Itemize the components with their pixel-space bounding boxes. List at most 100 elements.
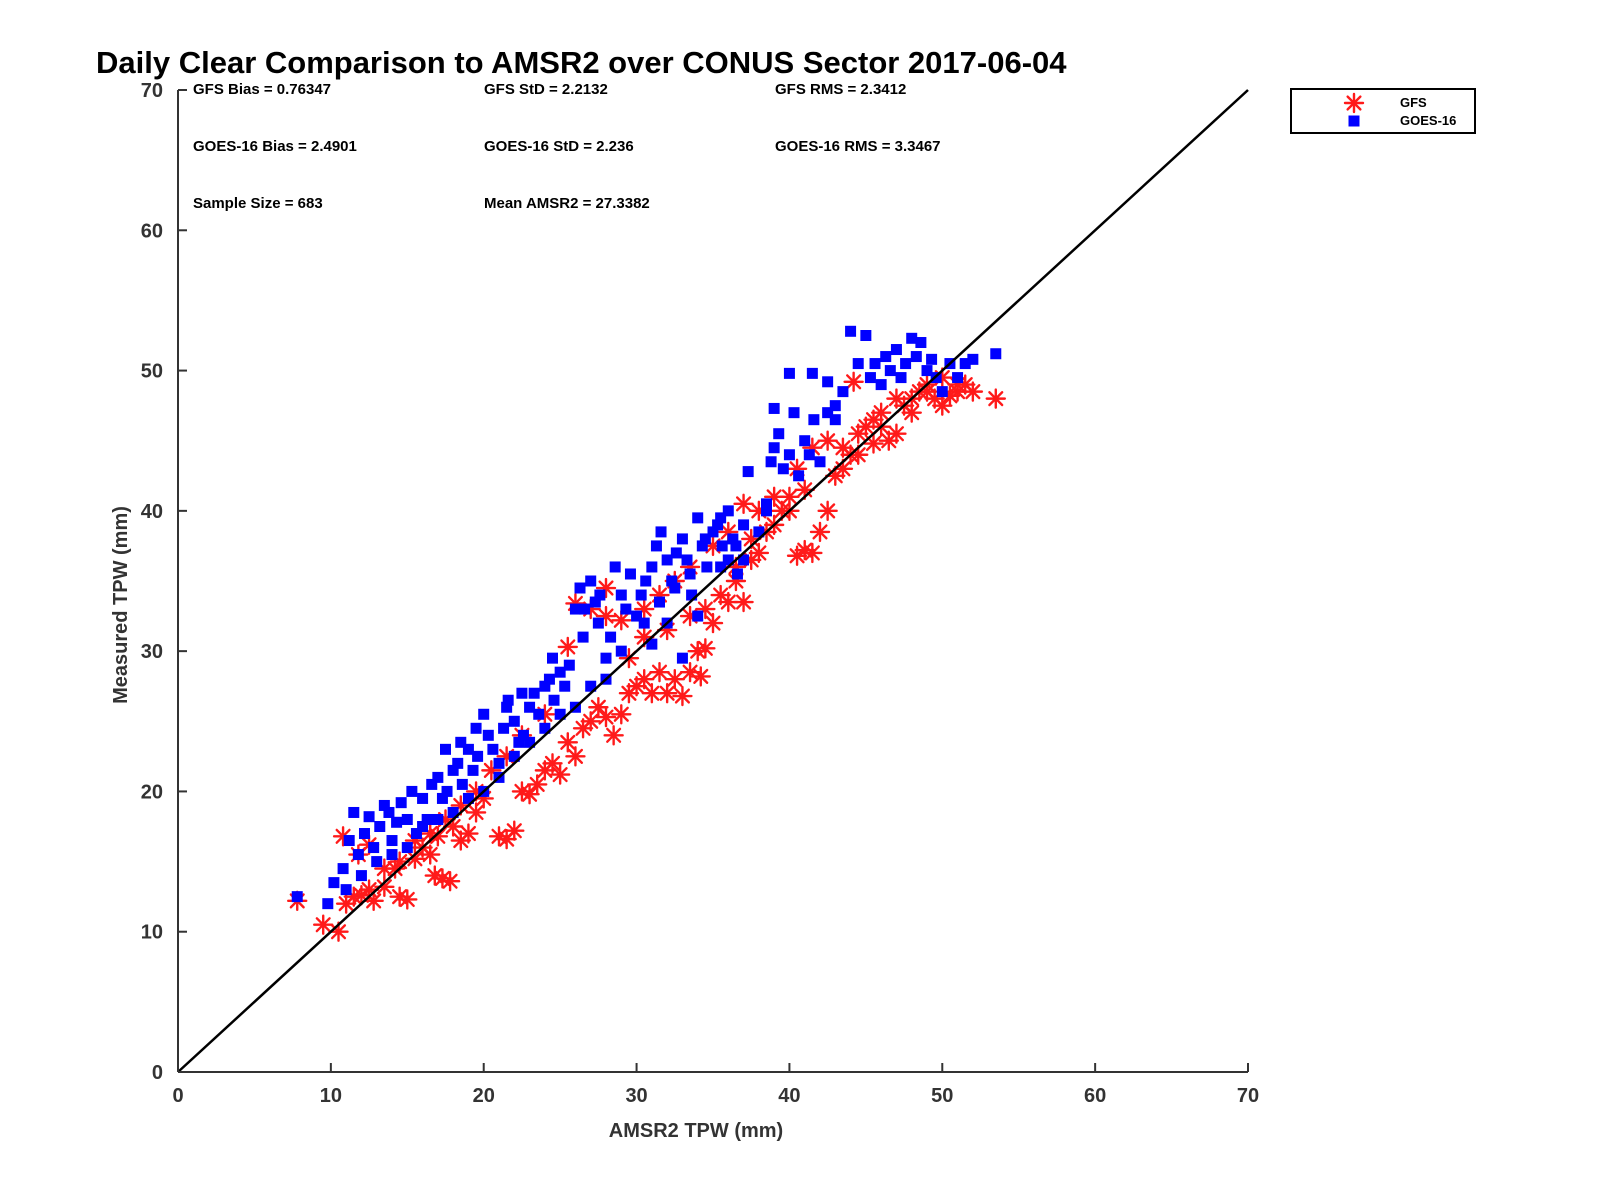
data-point [615, 589, 627, 601]
data-point [493, 757, 505, 769]
data-point [869, 358, 881, 370]
y-tick-label: 20 [141, 781, 163, 803]
stats-annotations: GFS Bias = 0.76347 GFS StD = 2.2132 GFS RM… [193, 81, 941, 212]
data-point [672, 685, 693, 707]
data-point [829, 414, 841, 426]
data-point [554, 708, 566, 720]
data-point [611, 704, 632, 725]
stat-annotation: GOES-16 Bias = 2.4901 [193, 138, 357, 155]
data-point [588, 697, 609, 718]
data-point [462, 743, 474, 755]
data-point [456, 778, 468, 790]
data-point [635, 589, 647, 601]
data-point [482, 729, 494, 741]
data-point [716, 540, 728, 552]
data-point [886, 388, 907, 409]
data-point [936, 386, 948, 398]
data-point [765, 456, 777, 468]
x-tick-label: 70 [1237, 1085, 1259, 1107]
legend-goes16-square [1348, 115, 1360, 127]
data-point [374, 858, 395, 879]
data-point [783, 367, 795, 379]
data-point [401, 842, 413, 854]
data-point [420, 844, 441, 865]
stat-annotation: GOES-16 RMS = 3.3467 [775, 138, 941, 155]
data-point [738, 554, 750, 566]
data-point [731, 568, 743, 580]
data-point [985, 388, 1006, 409]
data-point [788, 407, 800, 419]
data-point [467, 764, 479, 776]
data-point [501, 701, 513, 713]
data-point [722, 505, 734, 517]
data-point [569, 603, 581, 615]
chart-title: Daily Clear Comparison to AMSR2 over CON… [96, 45, 1067, 80]
data-point [508, 750, 520, 762]
data-point [368, 842, 380, 854]
x-tick-label: 50 [931, 1085, 953, 1107]
data-point [574, 582, 586, 594]
data-point [990, 348, 1002, 360]
data-point [959, 358, 971, 370]
data-point [440, 743, 451, 755]
data-point [395, 797, 407, 809]
data-point [340, 884, 352, 896]
data-point [605, 631, 617, 643]
data-point [517, 729, 529, 741]
data-point [655, 526, 667, 538]
data-point [508, 715, 520, 727]
data-point [692, 610, 704, 622]
data-point [952, 372, 964, 384]
data-point [646, 561, 658, 573]
data-point [335, 893, 357, 914]
plot-area [177, 89, 1249, 1073]
data-point [863, 433, 884, 454]
data-point [777, 463, 789, 475]
data-point [875, 379, 887, 391]
data-point [696, 540, 708, 552]
stat-annotation: GFS Bias = 0.76347 [193, 81, 331, 98]
data-point [585, 680, 597, 692]
data-point [906, 332, 918, 344]
data-point [649, 661, 670, 683]
data-point [910, 351, 922, 363]
data-point [580, 711, 601, 732]
data-point [462, 792, 474, 804]
data-point [860, 330, 872, 341]
data-point [363, 811, 375, 823]
data-point [809, 521, 831, 543]
data-point [681, 554, 693, 566]
data-point [424, 865, 445, 886]
x-tick-label: 20 [473, 1085, 495, 1107]
data-point [371, 856, 383, 868]
data-point [829, 400, 841, 412]
data-point [374, 821, 386, 832]
data-point [699, 533, 711, 545]
data-point [926, 353, 938, 365]
data-point [557, 732, 578, 753]
data-point [684, 568, 696, 580]
data-point [631, 610, 643, 622]
data-point [783, 449, 795, 461]
data-point [692, 512, 704, 524]
data-point [638, 617, 650, 629]
legend-gfs-marker [1343, 92, 1365, 114]
data-point [702, 612, 724, 634]
x-axis-label: AMSR2 TPW (mm) [609, 1120, 783, 1142]
data-point [533, 708, 545, 720]
data-point [487, 743, 499, 755]
data-point [669, 582, 681, 594]
stat-annotation: Sample Size = 683 [193, 195, 323, 212]
legend-goes16-marker [1348, 115, 1360, 127]
data-point [348, 806, 360, 818]
data-point [595, 706, 617, 728]
data-point [900, 358, 912, 370]
legend-gfs-label: GFS [1400, 95, 1427, 110]
data-point [802, 542, 823, 564]
data-point [441, 785, 453, 797]
y-tick-label: 30 [141, 641, 163, 663]
data-point [753, 526, 765, 538]
data-point [355, 870, 367, 882]
data-point [932, 395, 953, 416]
data-point [328, 877, 340, 889]
